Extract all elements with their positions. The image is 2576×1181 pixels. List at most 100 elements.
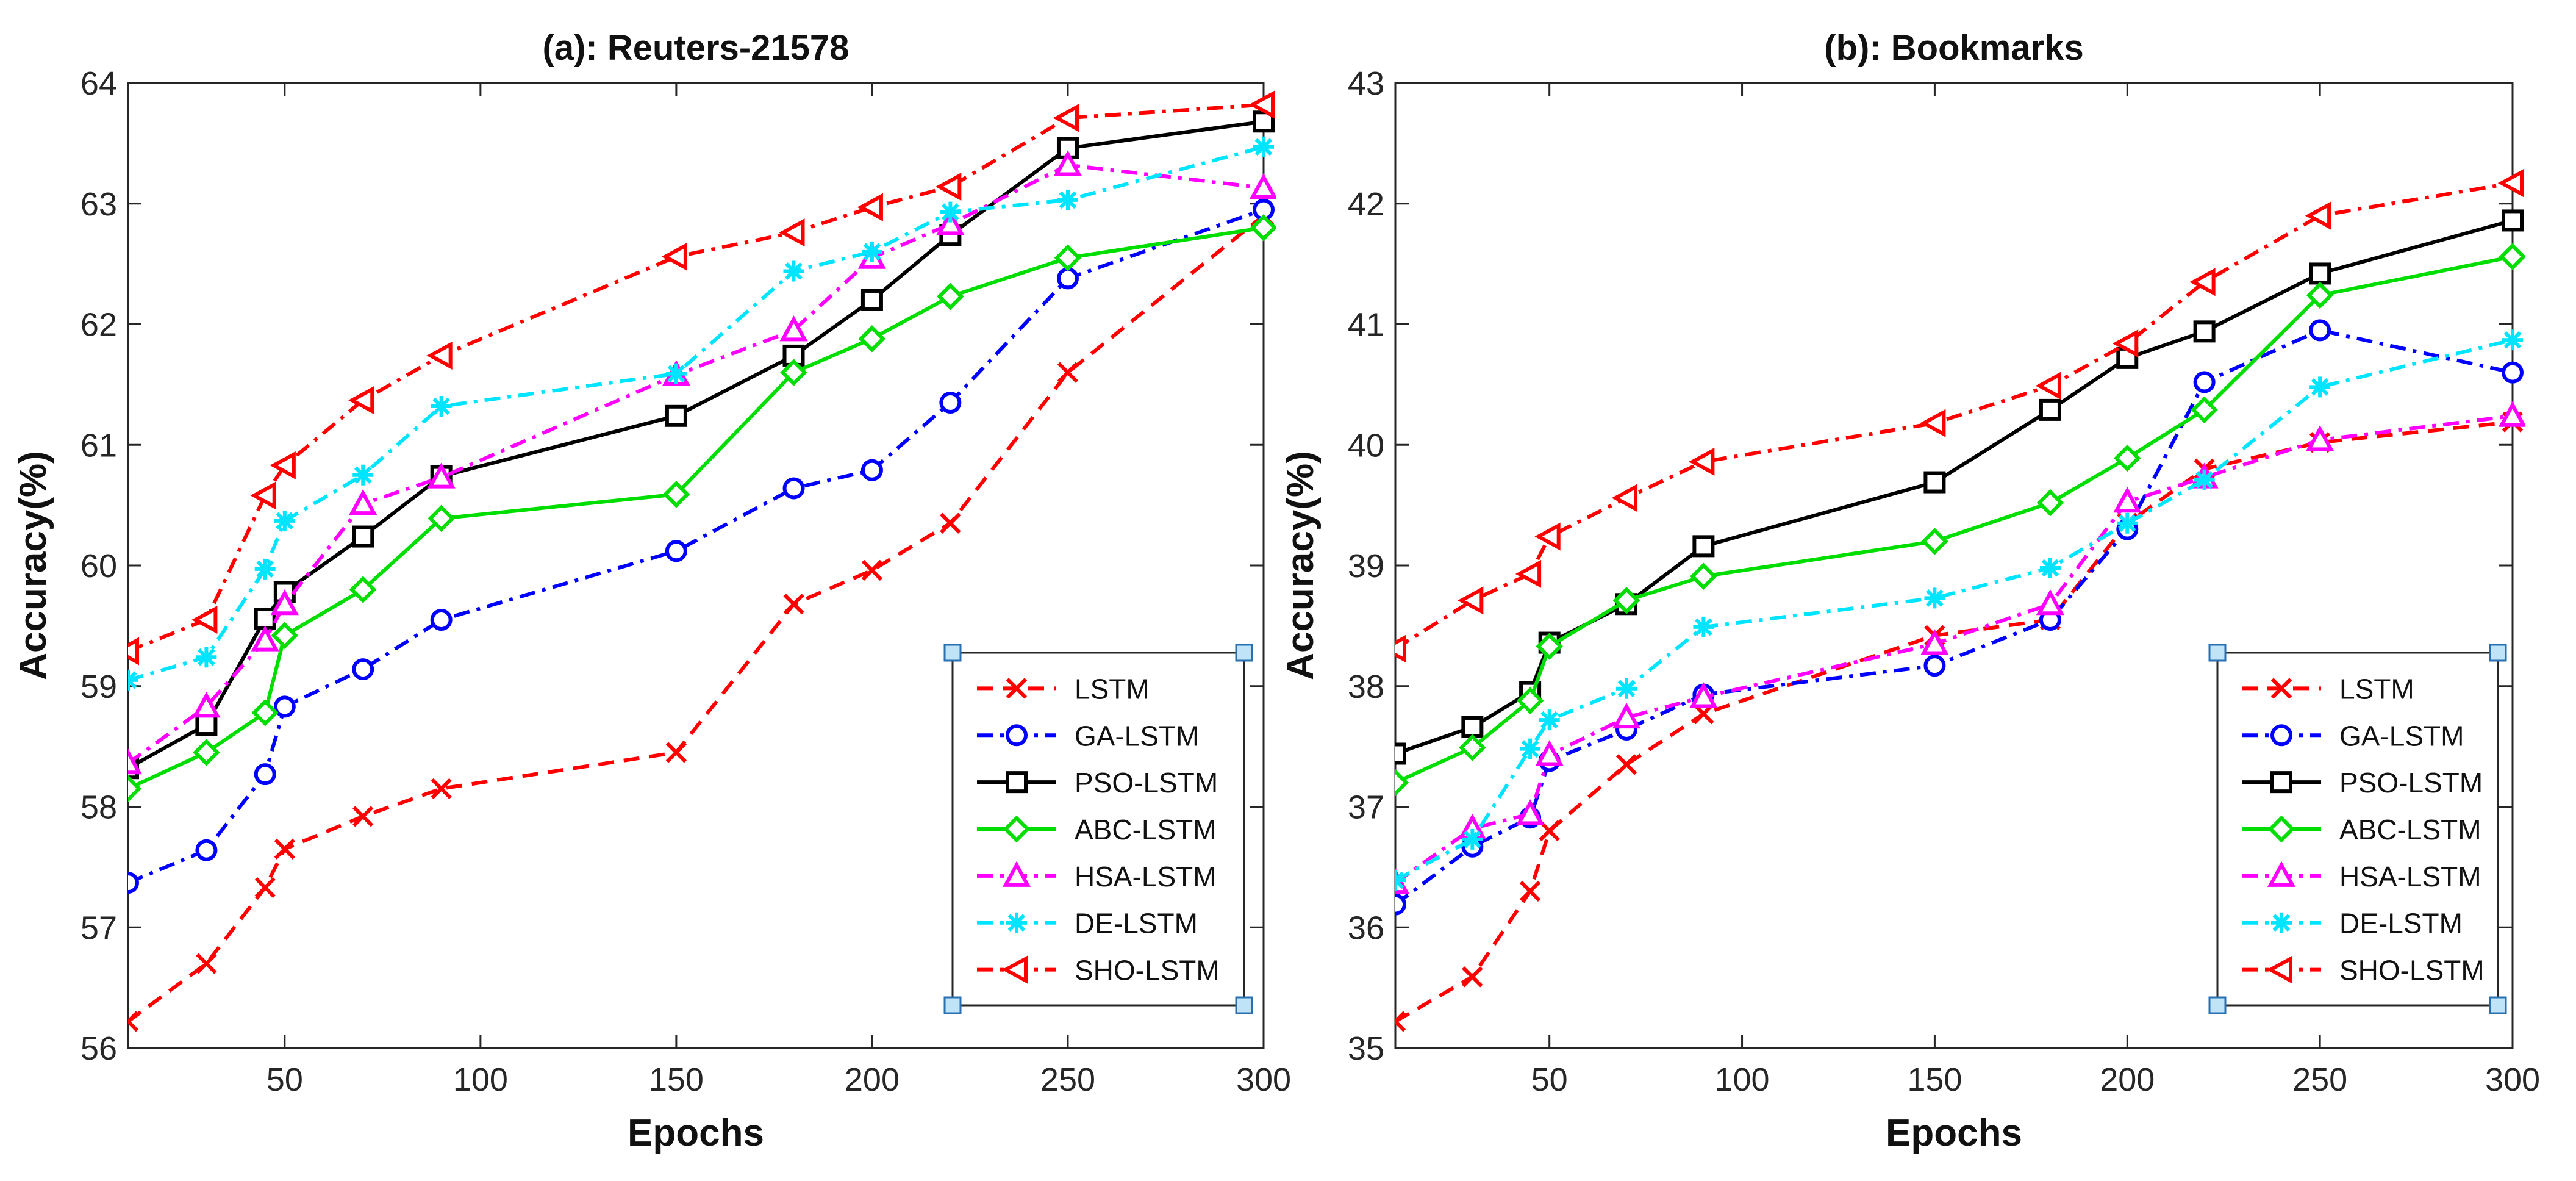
marker-hsa-lstm — [2113, 486, 2142, 513]
marker-de-lstm — [1520, 738, 1541, 759]
marker-abc-lstm — [1054, 244, 1082, 271]
marker-hsa-lstm — [1249, 173, 1276, 199]
marker-sho-lstm — [2497, 169, 2524, 198]
marker-de-lstm — [2309, 376, 2331, 398]
marker-abc-lstm — [271, 622, 299, 649]
x-tick-label: 250 — [2292, 1061, 2347, 1098]
y-tick-label: 57 — [80, 910, 117, 946]
marker-lstm — [861, 559, 883, 581]
series-line-abc-lstm — [1395, 254, 2513, 784]
marker-ga-lstm — [254, 763, 276, 786]
marker-hsa-lstm — [1535, 740, 1564, 766]
marker-hsa-lstm — [2306, 425, 2334, 451]
chart-panel-b: 35 36 37 38 39 40 41 42 43 50 100 150 200 250 300 (b): … — [1279, 28, 2540, 1154]
marker-lstm — [665, 742, 687, 763]
marker-de-lstm — [1462, 828, 1483, 850]
series-sho-lstm — [1395, 169, 2524, 663]
legend-label: SHO-LSTM — [1075, 955, 1220, 986]
marker-pso-lstm — [1395, 742, 1406, 765]
marker-abc-lstm — [428, 504, 455, 533]
marker-sho-lstm — [270, 451, 296, 479]
marker-lstm — [2270, 678, 2292, 699]
marker-hsa-lstm — [2267, 861, 2296, 887]
marker-sho-lstm — [2113, 329, 2139, 358]
marker-de-lstm — [2271, 912, 2292, 933]
marker-sho-lstm — [1515, 559, 1542, 588]
x-axis-label: Epochs — [1886, 1112, 2022, 1154]
marker-ga-lstm — [2193, 371, 2216, 393]
marker-hsa-lstm — [427, 462, 456, 489]
marker-de-lstm — [274, 510, 295, 531]
legend-label: HSA-LSTM — [1075, 861, 1217, 892]
marker-abc-lstm — [1459, 734, 1486, 761]
marker-sho-lstm — [348, 386, 374, 415]
marker-lstm — [431, 778, 452, 799]
marker-pso-lstm — [2309, 262, 2331, 285]
legend-label: LSTM — [2339, 673, 2414, 705]
marker-ga-lstm — [1395, 893, 1406, 916]
legend-resize-handle[interactable] — [2208, 996, 2227, 1014]
marker-pso-lstm — [195, 714, 218, 736]
marker-pso-lstm — [1461, 716, 1484, 738]
x-tick-label: 300 — [2485, 1061, 2540, 1098]
legend-resize-handle[interactable] — [1235, 644, 1253, 662]
y-tick-label: 43 — [1348, 65, 1384, 102]
marker-de-lstm — [352, 464, 374, 486]
marker-sho-lstm — [1458, 586, 1484, 615]
y-tick-label: 42 — [1348, 186, 1384, 223]
marker-ga-lstm — [782, 477, 805, 500]
y-tick-label: 64 — [80, 65, 117, 102]
marker-sho-lstm — [2189, 268, 2216, 296]
marker-abc-lstm — [2114, 444, 2141, 472]
legend-resize-handle[interactable] — [943, 996, 962, 1014]
marker-lstm — [352, 806, 374, 827]
marker-hsa-lstm — [779, 315, 808, 342]
marker-hsa-lstm — [192, 692, 221, 718]
y-axis-label: Accuracy(%) — [12, 451, 54, 680]
x-tick-label: 200 — [2100, 1061, 2155, 1098]
marker-ga-lstm — [2502, 361, 2524, 384]
legend: LSTM GA-LSTM PSO-LSTM ABC-LSTM HSA-LSTM DE-LS… — [2208, 644, 2507, 1014]
legend-resize-handle[interactable] — [1235, 996, 1253, 1014]
marker-lstm — [940, 512, 961, 534]
marker-sho-lstm — [1689, 447, 1715, 476]
marker-lstm — [1615, 754, 1637, 775]
y-tick-label: 56 — [80, 1030, 117, 1067]
marker-sho-lstm — [1395, 634, 1406, 663]
marker-ga-lstm — [128, 872, 139, 894]
chart-panel-a: 56 57 58 59 60 61 62 63 64 50 100 150 200 250 300 (a): … — [12, 28, 1291, 1154]
y-tick-label: 60 — [80, 548, 117, 584]
marker-abc-lstm — [2191, 396, 2218, 424]
legend-resize-handle[interactable] — [2208, 644, 2227, 662]
marker-de-lstm — [940, 201, 961, 223]
marker-ga-lstm — [1056, 267, 1079, 290]
marker-de-lstm — [196, 647, 217, 668]
marker-hsa-lstm — [1689, 682, 1718, 708]
marker-sho-lstm — [128, 637, 139, 666]
marker-abc-lstm — [2267, 815, 2295, 843]
marker-abc-lstm — [780, 359, 807, 386]
legend-resize-handle[interactable] — [2489, 996, 2507, 1014]
marker-de-lstm — [1006, 912, 1027, 933]
marker-pso-lstm — [254, 608, 276, 630]
marker-pso-lstm — [2039, 398, 2061, 421]
marker-abc-lstm — [2036, 489, 2064, 517]
series-line-pso-lstm — [128, 120, 1264, 770]
legend-resize-handle[interactable] — [2489, 644, 2507, 662]
legend-resize-handle[interactable] — [943, 644, 962, 662]
marker-abc-lstm — [2306, 281, 2334, 309]
marker-hsa-lstm — [936, 209, 965, 235]
marker-lstm — [1462, 966, 1483, 988]
marker-hsa-lstm — [128, 748, 143, 775]
marker-sho-lstm — [1248, 90, 1275, 119]
marker-hsa-lstm — [2036, 589, 2064, 616]
marker-de-lstm — [2117, 512, 2138, 534]
legend-label: HSA-LSTM — [2339, 861, 2481, 892]
y-tick-label: 62 — [80, 307, 117, 343]
x-axis-label: Epochs — [628, 1112, 764, 1154]
x-tick-label: 50 — [267, 1061, 303, 1098]
legend-label: SHO-LSTM — [2339, 955, 2485, 986]
x-tick-label: 300 — [1236, 1061, 1291, 1098]
marker-hsa-lstm — [251, 625, 279, 652]
marker-de-lstm — [128, 669, 138, 691]
